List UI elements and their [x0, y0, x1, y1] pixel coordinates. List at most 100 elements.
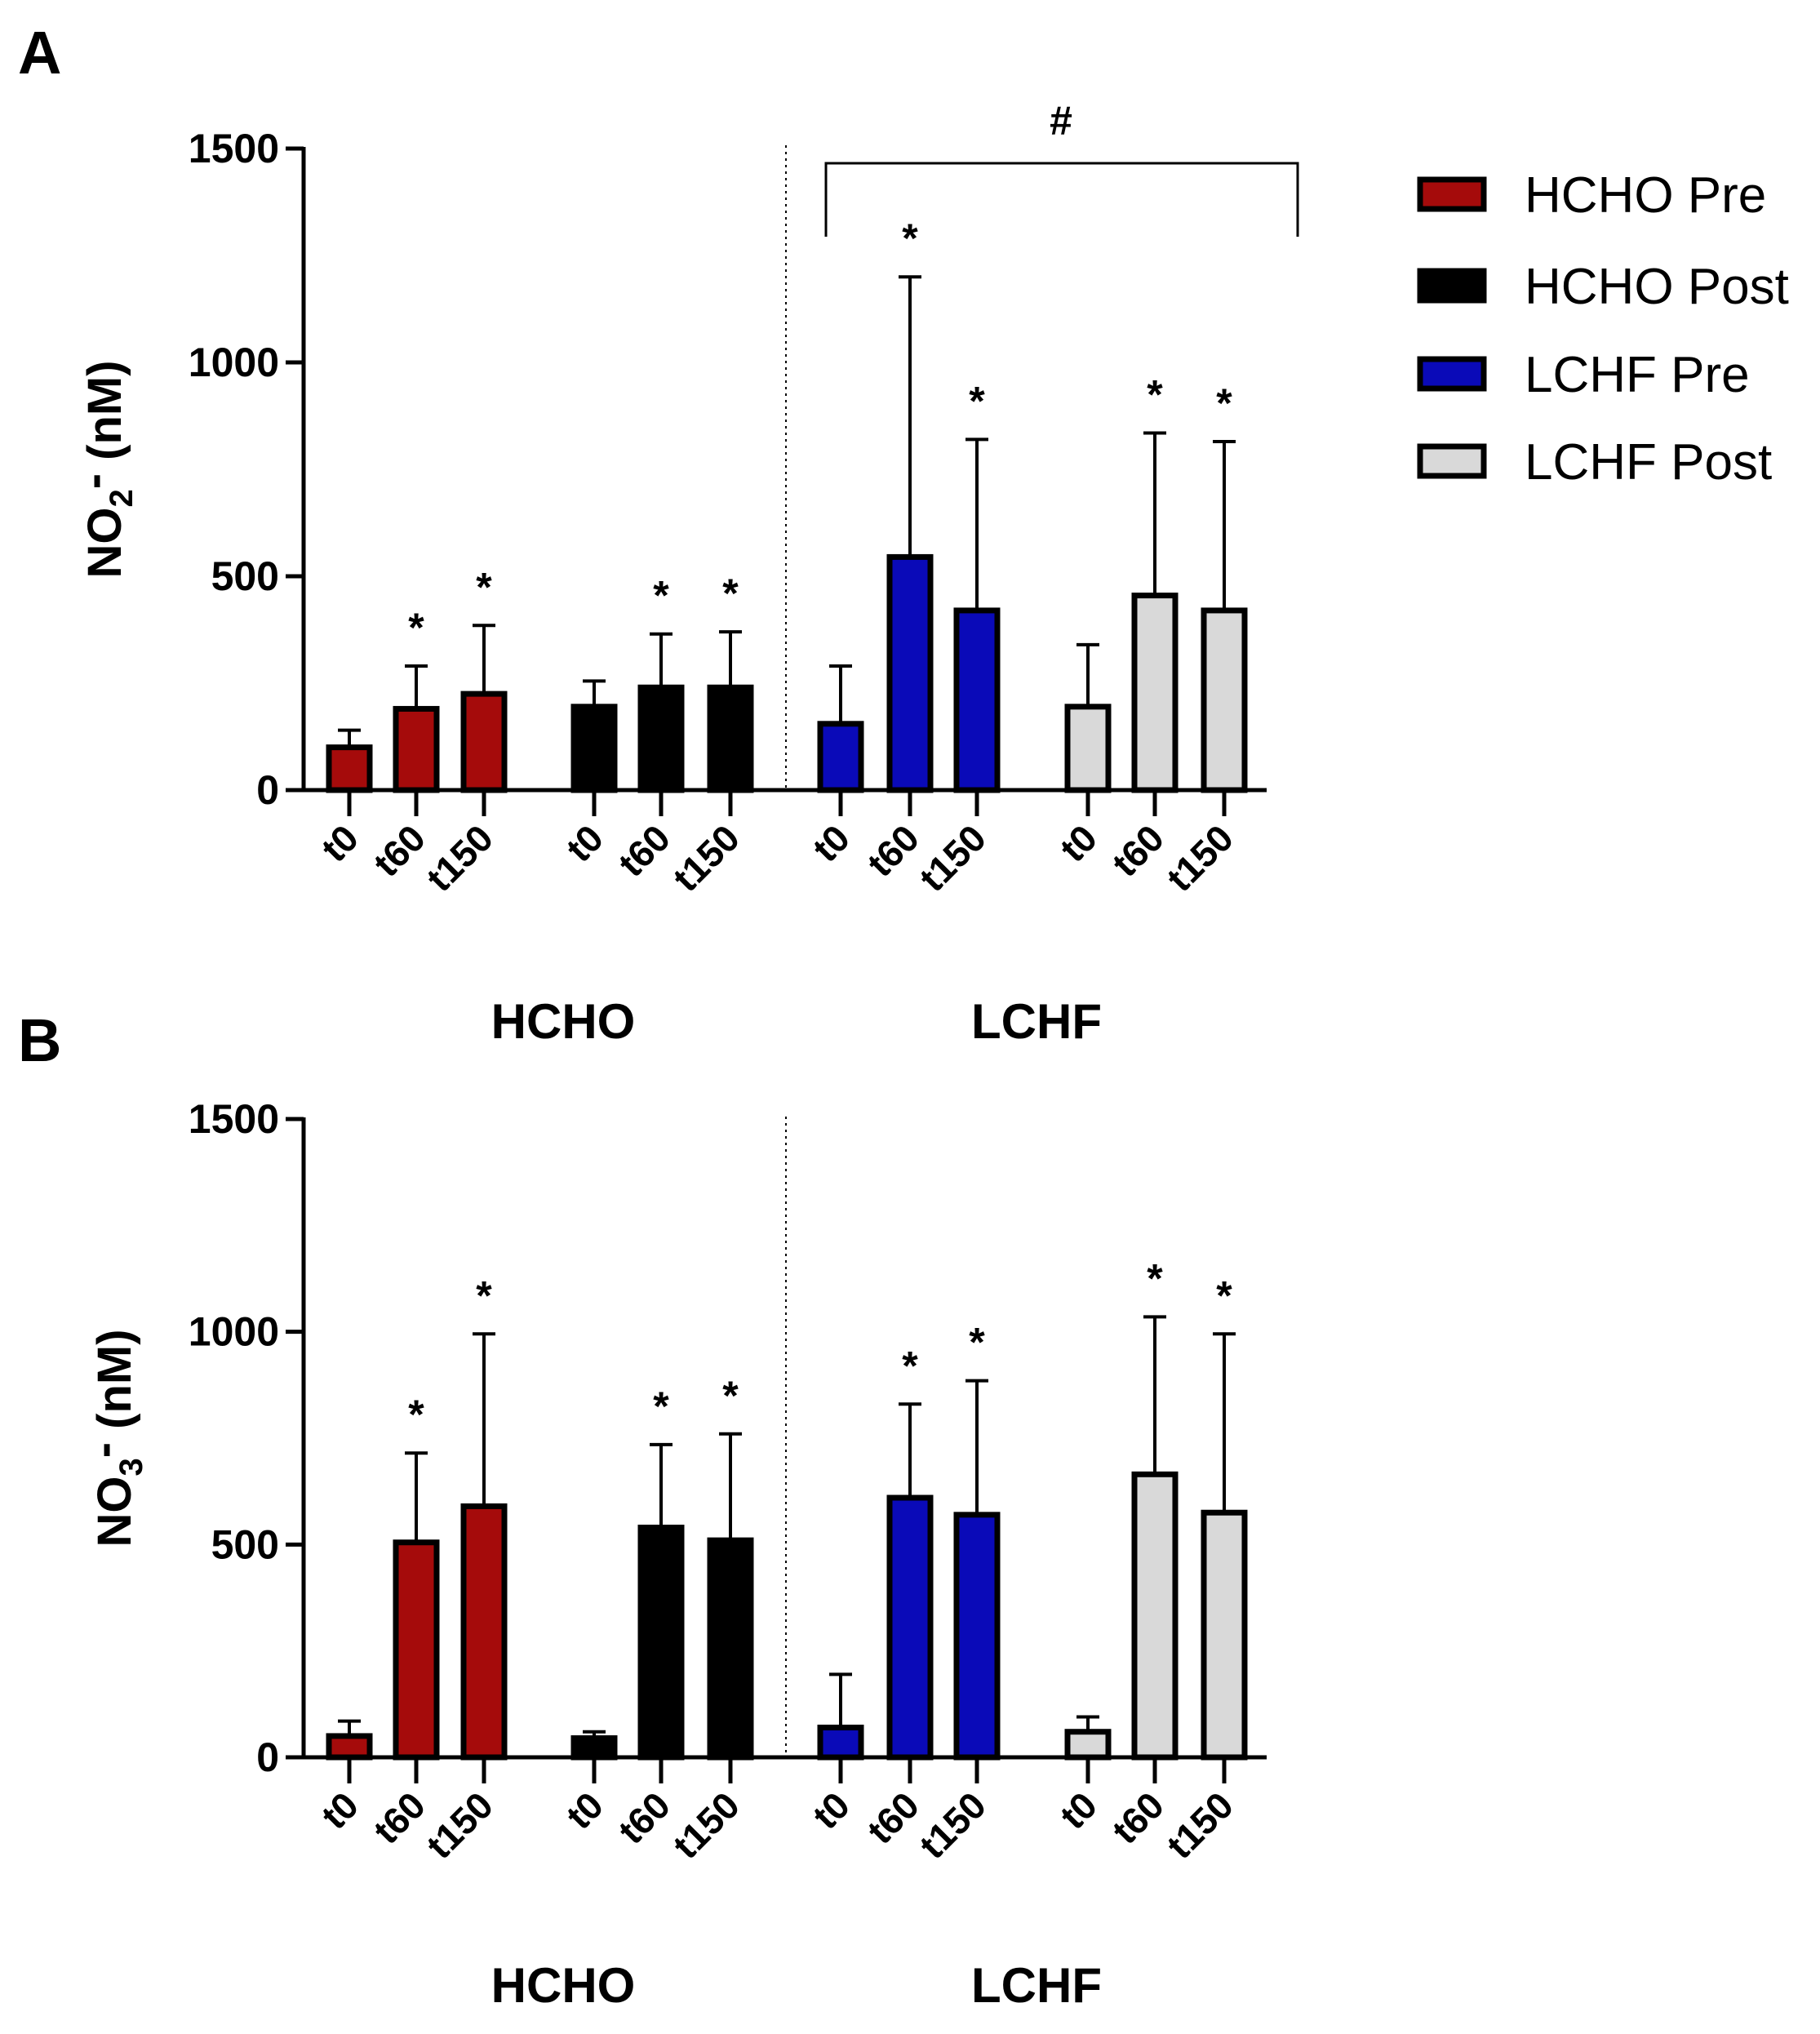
bar [393, 705, 440, 793]
group-label-hcho: HCHO [491, 1958, 636, 2013]
significance-star: * [902, 215, 918, 261]
bar [1201, 607, 1248, 793]
series-lchf-post: t0 * t60 * t150 [1051, 1255, 1248, 1867]
category-label: t150 [1158, 816, 1241, 899]
series-hcho-post: t0 * t60 * t150 [557, 1373, 754, 1867]
y-axis-label-subscript: 3 [113, 1458, 149, 1476]
legend: HCHO Pre HCHO Post LCHF Pre LCHF Post [1417, 167, 1789, 491]
panel-letter: A [18, 19, 61, 87]
category-label: t150 [911, 1783, 994, 1867]
significance-star: * [969, 378, 985, 424]
category-label: t0 [557, 1783, 611, 1837]
category-label: t60 [610, 816, 678, 885]
significance-star: * [653, 1383, 669, 1429]
series-lchf-pre: t0*t60*t150 [804, 215, 1001, 899]
significance-hash: # [1050, 98, 1072, 144]
bar [817, 1725, 864, 1761]
y-axis-label-superscript: - [77, 1442, 130, 1458]
category-label: t150 [664, 1783, 748, 1867]
category-label: t0 [557, 816, 611, 870]
bar [817, 721, 864, 793]
bar [1131, 1471, 1179, 1761]
significance-star: * [902, 1343, 918, 1388]
bar [637, 684, 685, 793]
category-label: t150 [418, 1783, 501, 1867]
y-tick-label: 500 [211, 553, 279, 599]
group-label-hcho: HCHO [491, 994, 636, 1049]
y-axis-label-unit: (nM) [78, 360, 131, 473]
bar [326, 1733, 373, 1761]
panel-a: A 0 500 1000 1500 NO2- (nM) t0 * t60 * t150 t0 * t60 *… [18, 19, 1299, 1049]
y-axis-label-main: NO [78, 508, 131, 579]
significance-star: * [408, 605, 424, 651]
series-hcho-pre: t0*t60*t150 [313, 564, 508, 899]
significance-star: * [722, 1373, 739, 1419]
significance-star: * [1216, 1272, 1232, 1318]
series-hcho-post: t0 * t60 * t150 [557, 571, 754, 899]
bar [570, 704, 618, 793]
category-label: t60 [1103, 816, 1172, 885]
y-tick-label: 1500 [189, 1096, 279, 1142]
y-tick-label: 0 [256, 767, 279, 813]
bar [393, 1539, 440, 1761]
group-label-lchf: LCHF [971, 1958, 1102, 2013]
legend-label: HCHO Pre [1525, 167, 1766, 224]
category-label: t0 [313, 1783, 366, 1837]
bar [953, 607, 1001, 793]
category-label: t60 [610, 1783, 678, 1852]
legend-swatch [1417, 356, 1487, 392]
group-label-lchf: LCHF [971, 994, 1102, 1049]
category-label: t0 [1051, 816, 1105, 870]
bar [1064, 1729, 1112, 1761]
category-label: t0 [313, 816, 366, 870]
legend-swatch [1417, 443, 1487, 479]
y-tick-label: 1500 [189, 126, 279, 171]
y-axis-label-superscript: - [67, 473, 120, 489]
category-label: t0 [804, 1783, 858, 1837]
series-lchf-post: t0 * t60 * t150 [1051, 371, 1248, 899]
bar [707, 1537, 754, 1761]
bar [1131, 593, 1179, 793]
significance-bracket [824, 162, 1299, 237]
category-label: t150 [1158, 1783, 1241, 1867]
y-tick-label: 1000 [189, 340, 279, 385]
y-tick-label: 0 [256, 1734, 279, 1780]
legend-label: LCHF Pre [1525, 347, 1750, 403]
significance-star: * [722, 571, 739, 616]
bar [1201, 1509, 1248, 1761]
significance-star: * [476, 1272, 492, 1318]
bar [707, 684, 754, 793]
legend-swatch [1417, 176, 1487, 212]
series-hcho-pre: t0*t60*t150 [313, 1272, 508, 1867]
significance-star: * [1147, 1255, 1163, 1301]
legend-label: HCHO Post [1525, 259, 1789, 315]
category-label: t0 [804, 816, 858, 870]
y-axis-label: NO3- (nM) [77, 1329, 149, 1547]
bar [637, 1524, 685, 1761]
y-axis-label-unit: (nM) [88, 1329, 141, 1442]
category-label: t150 [418, 816, 501, 899]
bar [1064, 704, 1112, 793]
significance-star: * [408, 1392, 424, 1437]
series-lchf-pre: t0*t60*t150 [804, 1320, 1001, 1867]
category-label: t150 [664, 816, 748, 899]
y-axis-label: NO2- (nM) [67, 360, 140, 578]
significance-star: * [476, 564, 492, 610]
bar [570, 1735, 618, 1761]
significance-star: * [1147, 371, 1163, 417]
y-tick-label: 1000 [189, 1309, 279, 1355]
y-axis-label-main: NO [88, 1477, 141, 1548]
significance-star: * [653, 573, 669, 619]
category-label: t0 [1051, 1783, 1105, 1837]
legend-swatch [1417, 268, 1487, 304]
category-label: t150 [911, 816, 994, 899]
panel-b: B 0 500 1000 1500 NO3- (nM) t0 * t60 * t150 t0 * t60 *… [18, 1006, 1267, 2013]
y-axis-label-subscript: 2 [104, 489, 140, 507]
bar [886, 1494, 934, 1761]
category-label: t60 [1103, 1783, 1172, 1852]
legend-label: LCHF Post [1525, 434, 1772, 491]
y-tick-label: 500 [211, 1521, 279, 1567]
bar [953, 1512, 1001, 1761]
significance-star: * [969, 1320, 985, 1366]
